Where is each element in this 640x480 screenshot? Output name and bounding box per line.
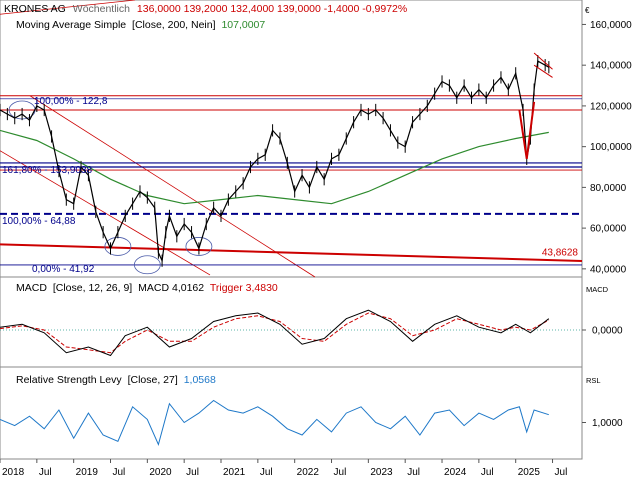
time-tick-label: 2018 [2, 467, 25, 478]
rsl-line [0, 399, 549, 446]
rsl-params: [Close, 27] [128, 374, 178, 386]
axis-layer: 40,0000 60,0000 80,0000 100,0000 120,0000 140… [0, 20, 632, 478]
macd-axis-label: MACD [586, 285, 609, 294]
rsl-axis-label: RSL [586, 376, 601, 385]
ma200-line [0, 129, 549, 205]
trendline-top [0, 0, 136, 15]
ma-header: Moving Average Simple [Close, 200, Nein]… [16, 19, 265, 31]
macd-line [0, 309, 550, 357]
fib-label-161: 161,80% - 153,9038 [2, 165, 93, 176]
ma-params: [Close, 200, Nein] [132, 19, 216, 31]
macd-label: MACD [16, 282, 47, 294]
time-tick-label: 2020 [149, 467, 172, 478]
rsl-panel [0, 366, 583, 460]
price-ytick-label: 60,0000 [590, 224, 627, 235]
support-value-label: 43,8628 [542, 248, 579, 259]
macd-value: MACD 4,0162 [138, 282, 204, 294]
macd-layer [0, 309, 582, 357]
symbol-label: KRONES AG [4, 3, 66, 15]
support-line-red [0, 243, 583, 262]
fib-label-100-lower: 100,00% - 64,88 [2, 216, 76, 227]
price-line [0, 60, 550, 263]
price-layer: 100,00% - 122,8 161,80% - 153,9038 100,00%… [0, 0, 583, 278]
time-tick-label: Jul [113, 467, 126, 478]
time-tick-label: 2021 [223, 467, 246, 478]
currency-label: € [585, 6, 590, 15]
macd-ytick-label: 0,0000 [592, 326, 623, 337]
price-ytick-label: 100,0000 [590, 142, 632, 153]
fib-label-0: 0,00% - 41,92 [32, 264, 95, 275]
trigger-line [0, 312, 550, 354]
time-tick-label: 2024 [444, 467, 467, 478]
time-tick-label: Jul [334, 467, 347, 478]
rsl-layer [0, 399, 549, 446]
price-ytick-label: 80,0000 [590, 183, 627, 194]
time-tick-label: 2022 [297, 467, 320, 478]
time-tick-label: Jul [555, 467, 568, 478]
time-tick-label: Jul [407, 467, 420, 478]
price-ytick-label: 140,0000 [590, 61, 632, 72]
time-tick-label: Jul [481, 467, 494, 478]
rsl-value: 1,0568 [184, 374, 216, 386]
rsl-label: Relative Strength Levy [16, 374, 122, 386]
trendline-descending [29, 95, 316, 278]
time-tick-label: 2019 [76, 467, 99, 478]
macd-params: [Close, 12, 26, 9] [53, 282, 132, 294]
time-tick-label: Jul [39, 467, 52, 478]
time-tick-label: 2025 [518, 467, 541, 478]
channel-lower [533, 64, 553, 78]
channel-upper [533, 52, 553, 70]
ohlc-values: 136,0000 139,2000 132,4000 139,0000 -1,4… [137, 3, 407, 15]
time-tick-label: 2023 [370, 467, 393, 478]
ma-label: Moving Average Simple [16, 19, 126, 31]
macd-trigger: Trigger 3,4830 [210, 282, 278, 294]
pivot-circle [133, 255, 161, 275]
macd-header: MACD [Close, 12, 26, 9] MACD 4,0162 Trig… [16, 282, 278, 294]
price-panel [0, 0, 583, 278]
rsl-header: Relative Strength Levy [Close, 27] 1,056… [16, 374, 216, 386]
period-label: Wöchentlich [73, 3, 130, 15]
time-tick-label: Jul [260, 467, 273, 478]
pivot-circle [104, 237, 132, 256]
ma-value: 107,0007 [221, 19, 265, 31]
fib-label-100-upper: 100,00% - 122,8 [34, 96, 108, 107]
pivot-circle [185, 237, 213, 256]
price-ytick-label: 160,0000 [590, 20, 632, 31]
rsl-ytick-label: 1,0000 [592, 418, 623, 429]
trendline-fan [0, 150, 211, 276]
price-ytick-label: 120,0000 [590, 101, 632, 112]
v-reversal-highlight [518, 101, 536, 160]
price-ytick-label: 40,0000 [590, 264, 627, 275]
price-header: KRONES AG Wöchentlich 136,0000 139,2000 … [4, 3, 407, 15]
time-tick-label: Jul [186, 467, 199, 478]
